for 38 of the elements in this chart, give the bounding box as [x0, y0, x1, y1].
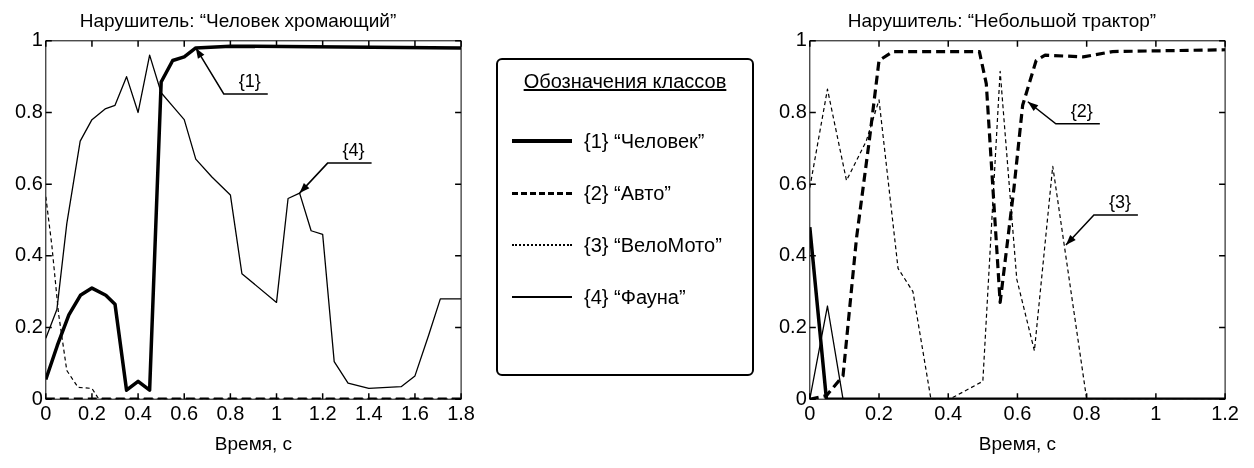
x-tick-label: 0.4 — [934, 401, 963, 424]
chart-title: Нарушитель: “Человек хромающий” — [79, 9, 397, 31]
x-axis-title: Время, с — [978, 432, 1057, 454]
x-tick-label: 0.8 — [216, 401, 245, 424]
x-tick-label: 0.6 — [170, 401, 199, 424]
y-tick-label: 0.8 — [14, 100, 43, 122]
legend-label: {3} “ВелоМото” — [584, 233, 722, 257]
y-tick-label: 0.4 — [778, 243, 807, 266]
x-tick-label: 1.2 — [308, 401, 337, 424]
y-tick-label: 0.6 — [14, 171, 43, 194]
x-tick-label: 1 — [270, 401, 283, 424]
x-tick-label: 1 — [1150, 401, 1162, 424]
annotation: {2} — [1070, 100, 1093, 121]
x-tick-label: 1.8 — [447, 401, 475, 424]
y-tick-label: 1 — [31, 28, 43, 51]
x-tick-label: 0.6 — [1003, 401, 1032, 424]
legend-label: {1} “Человек” — [584, 129, 705, 153]
legend-label: {2} “Авто” — [584, 181, 671, 205]
legend-label: {4} “Фауна” — [584, 285, 686, 309]
annotation: {3} — [1108, 192, 1131, 213]
y-tick-label: 0.2 — [14, 315, 43, 338]
x-tick-label: 1.4 — [354, 401, 383, 424]
x-tick-label: 0.2 — [865, 401, 893, 424]
chart-title: Нарушитель: “Небольшой трактор” — [847, 9, 1157, 31]
x-tick-label: 1.2 — [1211, 401, 1239, 424]
y-tick-label: 0.2 — [778, 315, 807, 338]
x-tick-label: 0.4 — [124, 401, 152, 424]
y-tick-label: 0.4 — [14, 243, 43, 266]
x-axis-title: Время, с — [214, 432, 293, 454]
x-tick-label: 0.8 — [1072, 401, 1101, 424]
x-tick-label: 1.6 — [401, 401, 429, 424]
y-tick-label: 0.6 — [778, 171, 807, 194]
annotation: {1} — [238, 70, 261, 91]
x-tick-label: 0.2 — [78, 401, 106, 424]
annotation: {4} — [342, 140, 365, 161]
y-tick-label: 0.8 — [778, 100, 807, 122]
y-tick-label: 1 — [795, 28, 807, 51]
legend-title: Обозначения классов — [522, 70, 728, 93]
